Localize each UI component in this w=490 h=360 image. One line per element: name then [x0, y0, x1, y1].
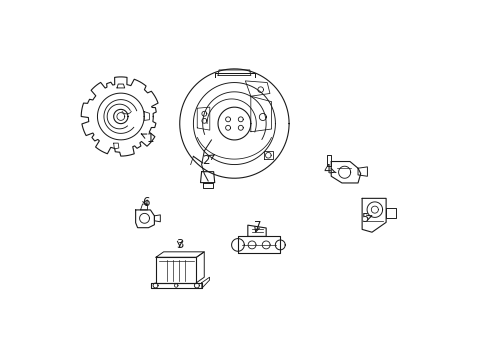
Text: 2: 2	[202, 154, 215, 167]
Text: 3: 3	[176, 238, 183, 251]
Text: 7: 7	[254, 220, 261, 233]
Text: 6: 6	[142, 196, 149, 209]
Text: 4: 4	[323, 163, 336, 176]
Text: 5: 5	[361, 212, 372, 225]
Text: 1: 1	[141, 132, 154, 145]
